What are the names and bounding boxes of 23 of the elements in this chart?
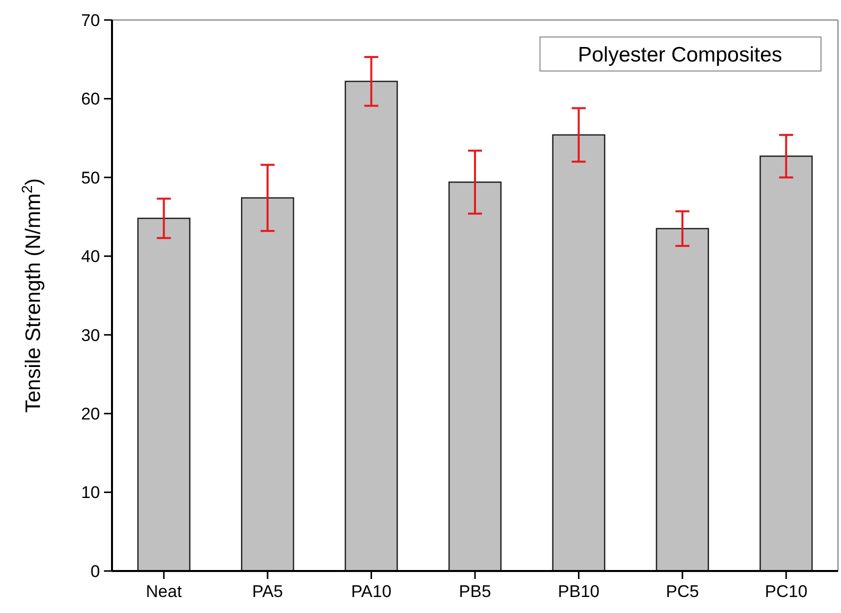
annotation: Polyester Composites: [578, 43, 782, 66]
x-tick-label: PB5: [458, 582, 492, 601]
y-tick-label: 10: [81, 483, 100, 502]
x-tick-label: PB10: [558, 582, 600, 601]
bar: [656, 228, 710, 572]
x-tick-label: PA5: [252, 582, 284, 601]
y-tick-label: 30: [81, 326, 100, 345]
bar: [240, 197, 294, 572]
x-tick-label: Neat: [146, 582, 182, 601]
x-tick-label: PC5: [666, 582, 699, 601]
y-tick-label: 50: [81, 168, 100, 188]
y-tick-label: 40: [81, 247, 100, 266]
bar: [344, 80, 398, 572]
y-tick-label: 20: [81, 404, 100, 424]
bar: [552, 134, 606, 572]
bar: [448, 182, 502, 572]
y-tick-label: 70: [81, 10, 100, 30]
y-tick-label: 0: [90, 562, 100, 581]
bar: [137, 218, 190, 572]
y-tick-label: 60: [81, 90, 100, 109]
x-tick-label: PA10: [351, 582, 392, 601]
bar: [760, 156, 813, 572]
x-tick-label: PC10: [764, 582, 808, 601]
